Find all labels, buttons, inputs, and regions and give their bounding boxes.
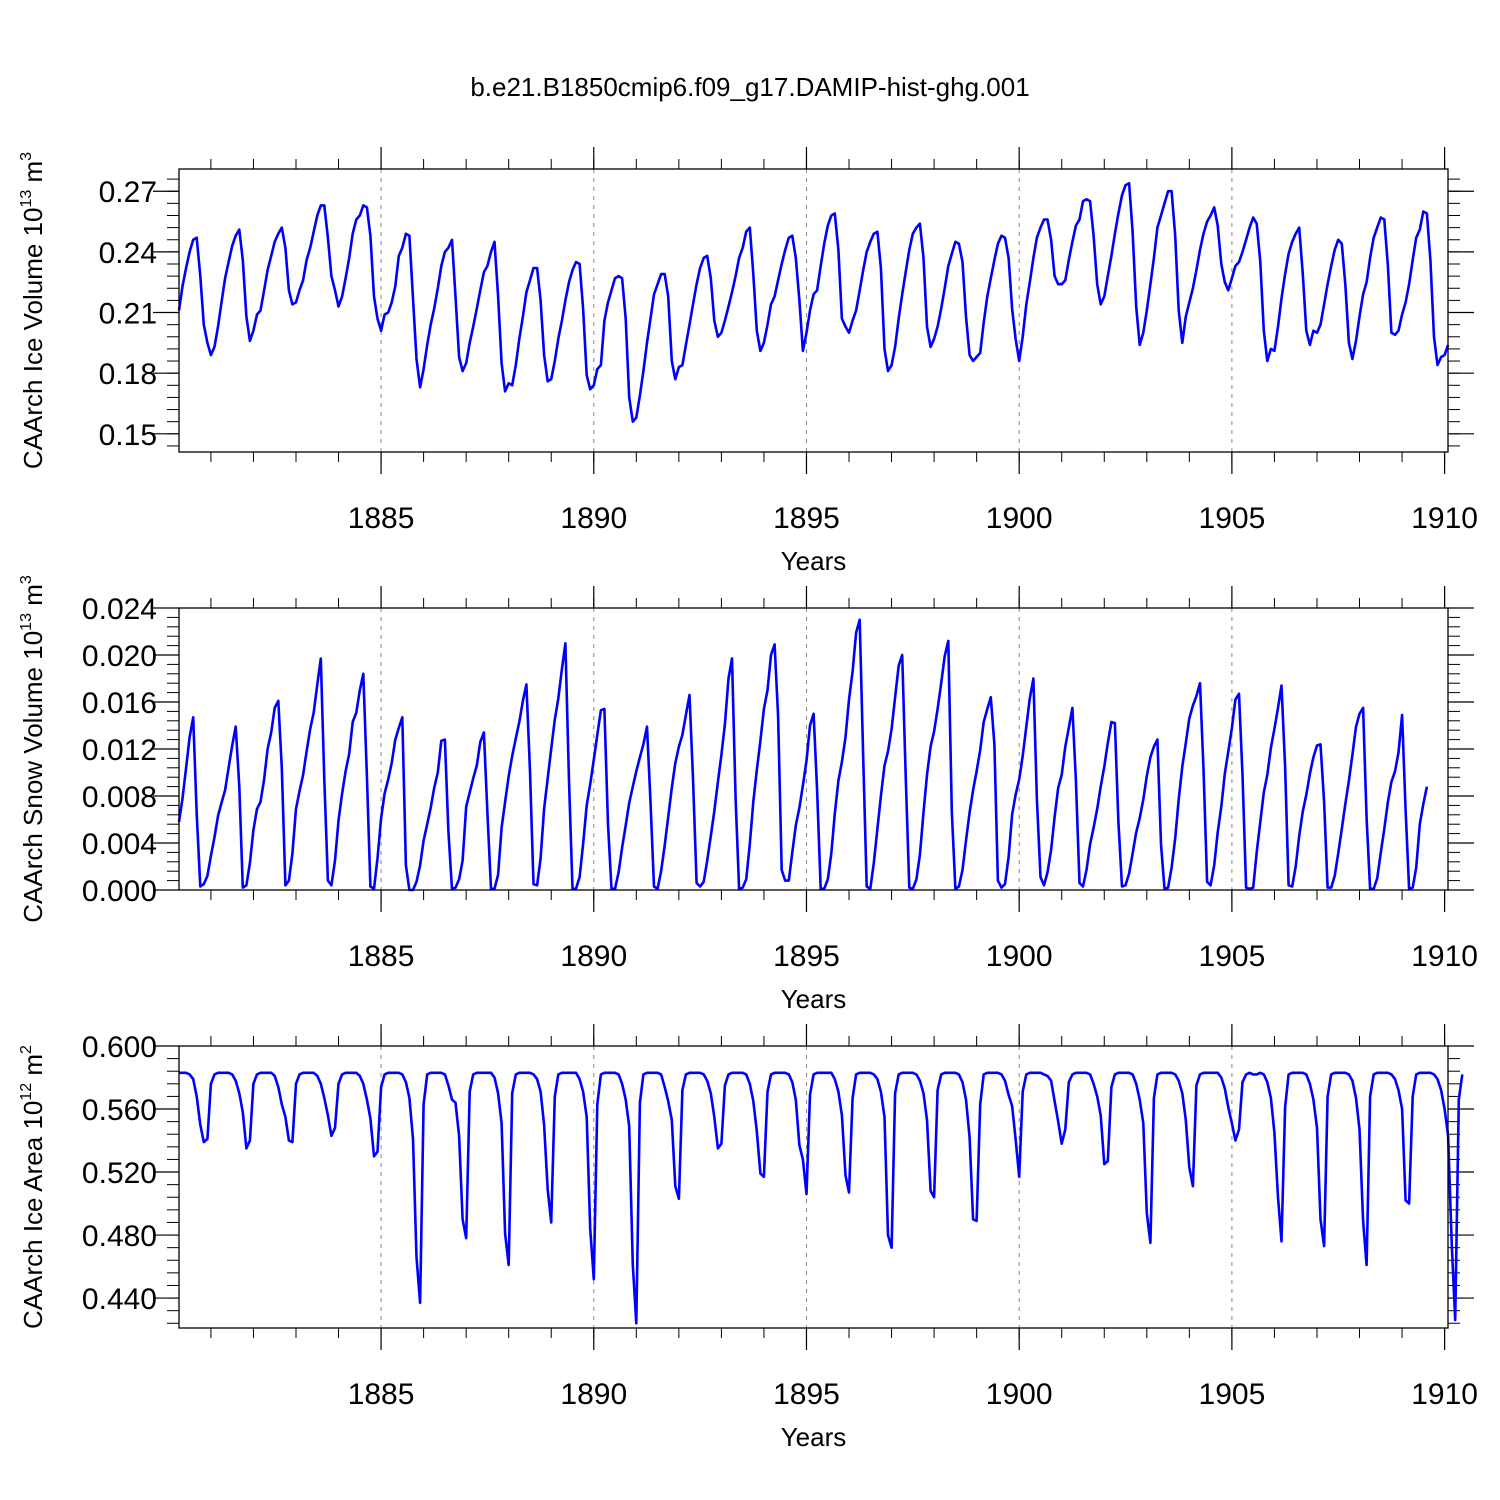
chart-snow-volume: 1885 1890 1895 1900 1905 1910 0.000 0.004 0.008 0…: [18, 575, 1478, 1014]
figure-title: b.e21.B1850cmip6.f09_g17.DAMIP-hist-ghg.…: [470, 72, 1029, 102]
x-tick-label: 1900: [986, 1378, 1053, 1411]
series-line-ice-area: [179, 1071, 1464, 1325]
y-tick-label: 0.000: [82, 875, 157, 908]
chart-panels: 1885 1890 1895 1900 1905 1910 0.15 0.18 0.21 0.24…: [18, 147, 1478, 1452]
y-tick-label: 0.24: [99, 237, 157, 270]
y-tick-label: 0.15: [99, 419, 157, 452]
x-tick-label: 1910: [1411, 940, 1478, 973]
x-tick-label: 1910: [1411, 1378, 1478, 1411]
y-axis-label: CAArch Ice Volume 1013 m3: [18, 152, 48, 469]
plot-frame: [178, 1045, 1449, 1329]
chart-ice-area: 1885 1890 1895 1900 1905 1910 0.440 0.480 0.520 0…: [18, 1024, 1478, 1452]
plot-frame: [178, 607, 1449, 891]
x-axis-label: Years: [781, 1422, 847, 1452]
series-line-ice-volume: [177, 181, 1450, 424]
x-tick-label: 1905: [1199, 940, 1266, 973]
x-tick-label: 1895: [773, 502, 840, 535]
x-axis-label: Years: [781, 546, 847, 576]
series-line-snow-volume: [177, 618, 1429, 892]
x-tick-label: 1885: [348, 940, 415, 973]
y-tick-label: 0.560: [82, 1094, 157, 1127]
x-tick-label: 1900: [986, 502, 1053, 535]
x-tick-label: 1890: [560, 940, 627, 973]
x-tick-label: 1890: [560, 1378, 627, 1411]
x-tick-label: 1895: [773, 1378, 840, 1411]
y-tick-label: 0.18: [99, 358, 157, 391]
y-tick-label: 0.016: [82, 687, 157, 720]
x-tick-label: 1890: [560, 502, 627, 535]
x-tick-label: 1910: [1411, 502, 1478, 535]
x-tick-label: 1895: [773, 940, 840, 973]
y-tick-label: 0.020: [82, 640, 157, 673]
x-tick-label: 1885: [348, 1378, 415, 1411]
x-tick-label: 1900: [986, 940, 1053, 973]
x-tick-label: 1905: [1199, 502, 1266, 535]
y-tick-label: 0.27: [99, 176, 157, 209]
y-tick-label: 0.520: [82, 1157, 157, 1190]
y-axis-label: CAArch Ice Area 1012 m2: [18, 1045, 48, 1329]
y-tick-label: 0.440: [82, 1283, 157, 1316]
x-axis-label: Years: [781, 984, 847, 1014]
y-tick-label: 0.012: [82, 734, 157, 767]
y-tick-label: 0.008: [82, 781, 157, 814]
plot-frame: [178, 168, 1449, 453]
y-tick-label: 0.004: [82, 828, 157, 861]
y-tick-label: 0.024: [82, 593, 157, 626]
x-tick-label: 1905: [1199, 1378, 1266, 1411]
x-tick-label: 1885: [348, 502, 415, 535]
y-tick-label: 0.600: [82, 1031, 157, 1064]
y-axis-label: CAArch Snow Volume 1013 m3: [18, 575, 48, 923]
chart-ice-volume: 1885 1890 1895 1900 1905 1910 0.15 0.18 0.21 0.24…: [18, 147, 1478, 576]
y-tick-label: 0.21: [99, 298, 157, 331]
y-tick-label: 0.480: [82, 1220, 157, 1253]
